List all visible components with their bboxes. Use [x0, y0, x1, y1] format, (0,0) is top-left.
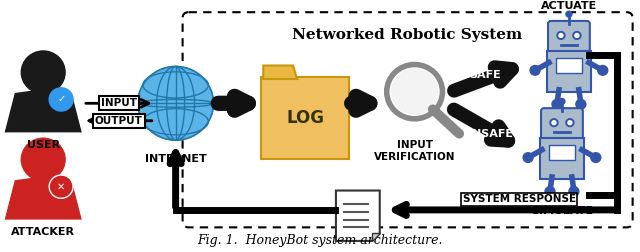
- Circle shape: [21, 138, 65, 181]
- Text: INPUT
VERIFICATION: INPUT VERIFICATION: [374, 140, 455, 162]
- FancyBboxPatch shape: [540, 138, 584, 179]
- Circle shape: [566, 11, 572, 17]
- Text: INPUT: INPUT: [101, 98, 137, 108]
- Text: ✓: ✓: [57, 94, 65, 104]
- Circle shape: [559, 34, 563, 37]
- FancyBboxPatch shape: [547, 51, 591, 92]
- FancyBboxPatch shape: [182, 12, 632, 227]
- Circle shape: [566, 119, 574, 127]
- Circle shape: [552, 121, 556, 125]
- Text: ACTUATE: ACTUATE: [541, 2, 597, 11]
- Circle shape: [568, 121, 572, 125]
- Circle shape: [557, 32, 565, 39]
- FancyBboxPatch shape: [556, 58, 582, 73]
- FancyBboxPatch shape: [261, 77, 349, 159]
- Polygon shape: [5, 177, 81, 219]
- FancyBboxPatch shape: [549, 145, 575, 161]
- Circle shape: [598, 66, 608, 75]
- Polygon shape: [263, 66, 297, 79]
- Text: ✕: ✕: [57, 182, 65, 192]
- Circle shape: [138, 67, 214, 140]
- Text: INTERNET: INTERNET: [145, 154, 207, 164]
- Circle shape: [550, 119, 558, 127]
- Text: Fig. 1.  HoneyBot system architecture.: Fig. 1. HoneyBot system architecture.: [197, 234, 443, 247]
- Circle shape: [49, 88, 73, 111]
- Circle shape: [573, 32, 581, 39]
- Circle shape: [559, 99, 565, 104]
- Circle shape: [49, 175, 73, 198]
- Text: SIMULATE: SIMULATE: [531, 206, 593, 216]
- Circle shape: [591, 153, 601, 163]
- Circle shape: [545, 187, 555, 196]
- Polygon shape: [336, 191, 380, 241]
- Circle shape: [552, 100, 562, 109]
- Circle shape: [576, 100, 586, 109]
- Text: USER: USER: [27, 140, 60, 150]
- Polygon shape: [372, 233, 380, 241]
- Circle shape: [530, 66, 540, 75]
- Circle shape: [523, 153, 533, 163]
- Circle shape: [569, 187, 579, 196]
- Text: Networked Robotic System: Networked Robotic System: [292, 28, 523, 42]
- Text: ATTACKER: ATTACKER: [12, 227, 76, 237]
- Text: SYSTEM RESPONSE: SYSTEM RESPONSE: [463, 194, 576, 204]
- Circle shape: [21, 51, 65, 93]
- Text: SAFE: SAFE: [469, 70, 501, 80]
- Text: OUTPUT: OUTPUT: [95, 116, 143, 126]
- FancyBboxPatch shape: [541, 108, 583, 141]
- Circle shape: [575, 34, 579, 37]
- Circle shape: [390, 68, 438, 115]
- FancyBboxPatch shape: [548, 21, 590, 54]
- Text: LOG: LOG: [286, 109, 324, 127]
- Text: UNSAFE: UNSAFE: [463, 129, 513, 139]
- Polygon shape: [5, 90, 81, 132]
